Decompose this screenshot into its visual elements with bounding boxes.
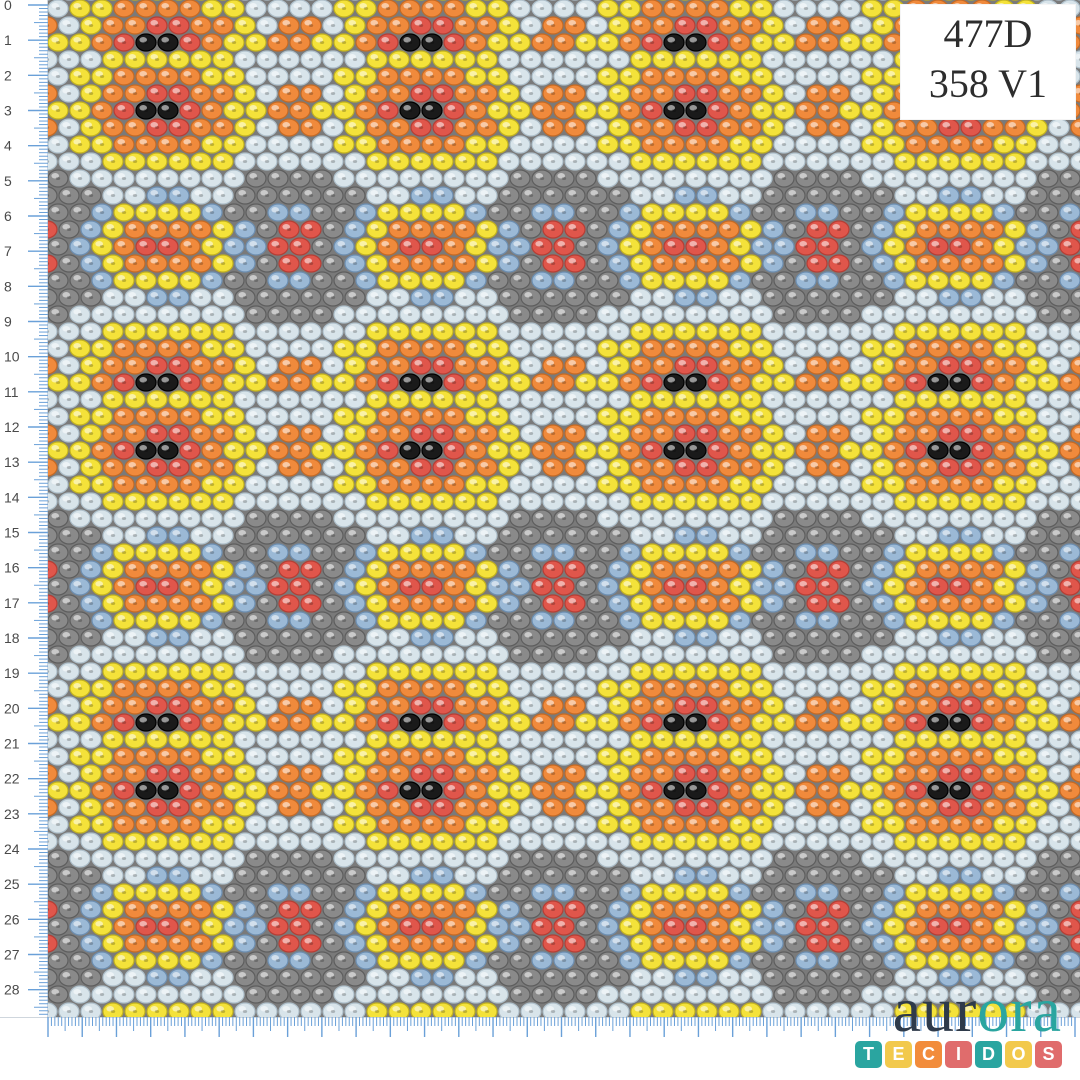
brand-part-dark: aur [893, 974, 978, 1045]
brand-subtitle: TECIDOS [855, 1041, 1062, 1068]
ruler-vertical-svg: 0123456789101112131415161718192021222324… [0, 0, 48, 1065]
brand-chip: I [945, 1041, 972, 1068]
ruler-vertical: 0123456789101112131415161718192021222324… [0, 0, 48, 1065]
product-code-label: 477D 358 V1 [900, 4, 1076, 120]
brand-chip: D [975, 1041, 1002, 1068]
fabric-swatch-card: { "label": { "line1": "477D", "line2": "… [0, 0, 1080, 1080]
brand-name: aurora [855, 983, 1062, 1037]
brand-chip: S [1035, 1041, 1062, 1068]
code-line-1: 477D [929, 9, 1047, 59]
code-line-2: 358 V1 [929, 59, 1047, 109]
brand-chip: E [885, 1041, 912, 1068]
brand-part-teal: ora [977, 974, 1062, 1045]
pattern-svg [48, 0, 1080, 1017]
brand-logo: aurora TECIDOS [855, 983, 1062, 1068]
brand-chip: O [1005, 1041, 1032, 1068]
fabric-pattern [48, 0, 1080, 1017]
brand-chip: C [915, 1041, 942, 1068]
brand-chip: T [855, 1041, 882, 1068]
